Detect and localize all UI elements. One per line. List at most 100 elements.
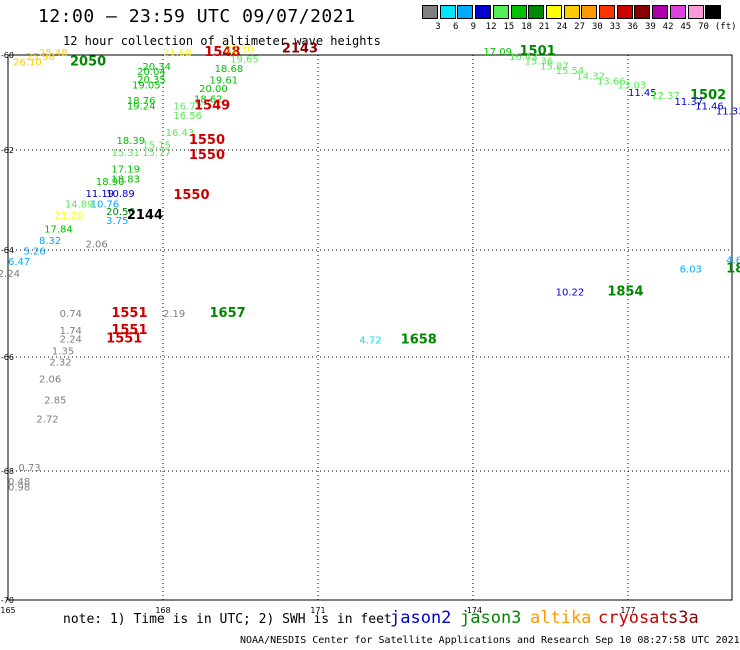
wave-height-value: 16.43: [166, 128, 195, 139]
pass-time-label: 1854: [726, 261, 740, 276]
satellite-legend-item: altika: [530, 608, 592, 628]
wave-height-value: 16.43: [509, 52, 538, 63]
pass-time-label: 1657: [210, 306, 246, 321]
pass-time-label: 1548: [204, 45, 240, 60]
pass-time-label: 1551: [111, 306, 147, 321]
color-scale-label: 9: [470, 22, 477, 32]
pass-time-label: 2143: [282, 42, 318, 57]
wave-height-value: 15.77: [142, 148, 171, 159]
wave-height-value: 19.05: [132, 80, 161, 91]
wave-height-value: 18.39: [117, 136, 146, 147]
wave-height-value: 10.89: [106, 189, 135, 200]
pass-time-label: 1502: [690, 88, 726, 103]
wave-height-value: 1.74: [60, 326, 82, 337]
wave-height-value: 4.72: [359, 336, 381, 347]
satellite-legend-item: jason2: [390, 608, 452, 628]
satellite-legend-item: cryosat: [598, 608, 670, 628]
wave-height-value: 20.34: [142, 62, 171, 73]
pass-time-label: 1550: [173, 188, 209, 203]
wave-height-value: 4.6: [726, 255, 740, 266]
latitude-label: -66: [1, 353, 14, 362]
wave-height-value: 19.65: [230, 55, 259, 66]
color-swatch: [457, 5, 474, 19]
satellite-legend-item: jason3: [460, 608, 522, 628]
credit-line: NOAA/NESDIS Center for Satellite Applica…: [240, 635, 740, 646]
wave-height-value: 22.30: [225, 45, 254, 56]
color-swatch: [439, 5, 456, 19]
wave-height-value: 18.83: [111, 175, 140, 186]
color-swatch: [705, 5, 722, 19]
color-scale-label: 18: [521, 22, 532, 32]
color-scale-label: 24: [556, 22, 568, 32]
wave-height-value: 19.24: [127, 102, 156, 113]
wave-height-value: 15.54: [556, 66, 585, 77]
color-swatch: [528, 5, 545, 19]
pass-time-label: 1854: [607, 284, 643, 299]
latitude-label: -70: [1, 596, 14, 605]
wave-height-value: 0.73: [18, 463, 40, 474]
wave-height-value: 25.98: [26, 52, 55, 63]
longitude-label: 171: [310, 606, 325, 615]
pass-time-label: 1549: [194, 99, 230, 114]
pass-time-label: 1551: [111, 323, 147, 338]
color-swatch: [510, 5, 527, 19]
latitude-label: -64: [1, 246, 14, 255]
wave-height-value: 6.03: [680, 264, 702, 275]
pass-time-label: 2050: [70, 54, 106, 69]
color-scale-label: 12: [485, 22, 497, 32]
color-scale-label: 36: [627, 22, 639, 32]
color-scale-label: 15: [503, 22, 515, 32]
wave-height-value: 2.32: [49, 358, 71, 369]
color-swatch: [616, 5, 633, 19]
pass-time-label: 1501: [520, 44, 556, 59]
color-scale-unit: (ft): [714, 22, 737, 32]
color-swatch: [669, 5, 686, 19]
map-frame: [7, 54, 733, 601]
wave-height-value: 2.19: [163, 309, 185, 320]
color-swatch: [563, 5, 580, 19]
longitude-label: 177: [620, 606, 635, 615]
color-scale-label: 45: [680, 22, 692, 32]
pass-time-label: 1658: [401, 333, 437, 348]
pass-time-label: 1550: [189, 148, 225, 163]
wave-height-value: 3.75: [106, 216, 128, 227]
latitude-label: -68: [1, 467, 14, 476]
color-scale-label: 30: [591, 22, 603, 32]
color-scale-label: 21: [538, 22, 550, 32]
color-swatch: [475, 5, 492, 19]
wave-height-value: 0.74: [60, 309, 82, 320]
wave-height-value: 11.33: [716, 106, 740, 117]
wave-height-value: 10.22: [556, 287, 585, 298]
wave-height-value: 14.89: [65, 200, 94, 211]
longitude-label: 168: [155, 606, 170, 615]
wave-height-value: 19.61: [210, 76, 239, 87]
wave-height-value: 17.19: [111, 165, 140, 176]
wave-height-value: 15.36: [525, 57, 554, 68]
color-scale-label: 3: [435, 22, 441, 32]
wave-height-value: 18.90: [96, 177, 125, 188]
color-swatch: [422, 5, 438, 19]
latitude-label: -62: [1, 146, 14, 155]
wave-height-value: 12.37: [651, 91, 680, 102]
color-scale-label: 42: [662, 22, 674, 32]
pass-time-label: 1551: [106, 332, 142, 347]
color-scale-label: 39: [644, 22, 656, 32]
footnote: note: 1) Time is in UTC; 2) SWH is in fe…: [63, 612, 392, 627]
satellite-legend-item: s3a: [668, 608, 699, 628]
wave-height-value: 2.06: [86, 240, 108, 251]
wave-height-value: 11.45: [628, 88, 657, 99]
color-swatch: [581, 5, 598, 19]
color-swatch: [545, 5, 562, 19]
wave-height-value: 18.68: [215, 64, 244, 75]
wave-height-value: 10.76: [91, 200, 120, 211]
wave-height-value: 11.46: [695, 102, 724, 113]
wave-height-value: 17.09: [483, 47, 512, 58]
wave-height-value: 17.84: [44, 225, 73, 236]
wave-height-value: 26.10: [13, 57, 42, 68]
wave-height-value: 13.03: [618, 80, 647, 91]
page-title: 12:00 – 23:59 UTC 09/07/2021: [38, 6, 356, 27]
color-scale-label: 6: [452, 22, 459, 32]
latitude-label: -60: [1, 51, 14, 60]
wave-height-value: 16.56: [173, 111, 202, 122]
